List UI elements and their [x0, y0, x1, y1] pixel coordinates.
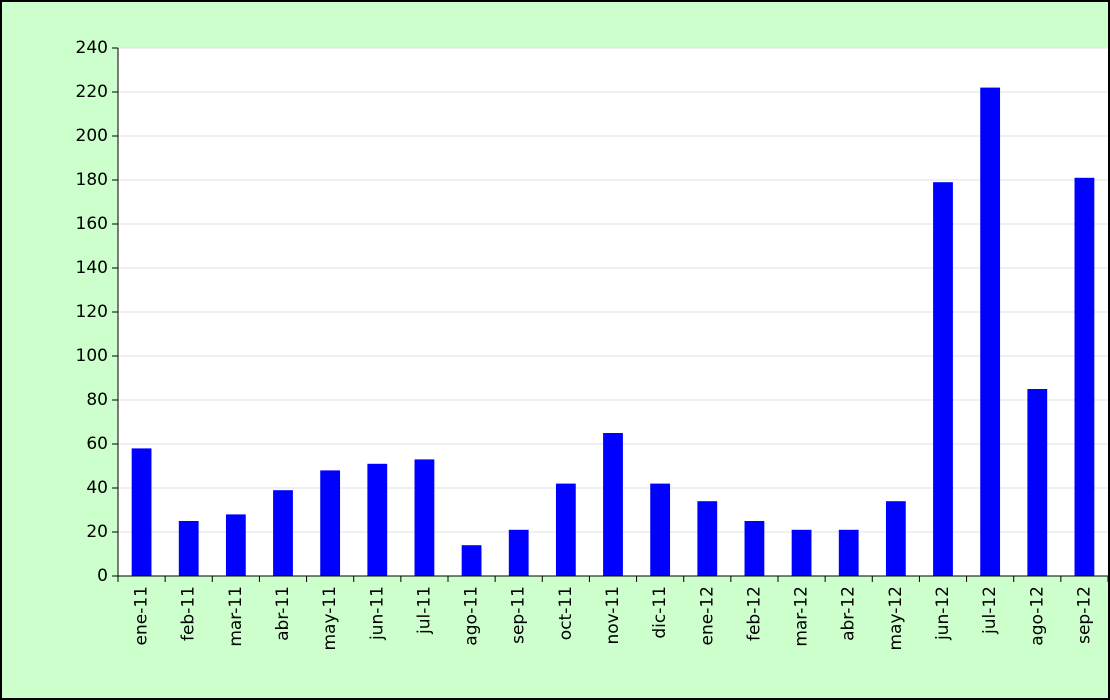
- bar: [414, 459, 435, 576]
- x-tick-label: jun-11: [367, 586, 387, 641]
- y-tick-label: 100: [76, 346, 108, 366]
- x-tick-label: sep-11: [509, 586, 529, 644]
- x-tick-label: abr-12: [839, 586, 859, 641]
- y-tick-label: 200: [76, 126, 108, 146]
- x-tick-label: may-11: [320, 586, 340, 651]
- bar: [603, 433, 623, 576]
- x-tick-label: jul-12: [980, 586, 1000, 635]
- bar: [838, 529, 859, 576]
- y-tick-label: 0: [97, 566, 108, 586]
- x-tick-label: feb-11: [179, 586, 199, 641]
- x-tick-label: feb-12: [744, 586, 764, 641]
- x-tick-label: nov-11: [603, 586, 623, 645]
- y-tick-label: 120: [76, 302, 108, 322]
- x-tick-label: jul-11: [414, 586, 434, 635]
- bar: [178, 521, 199, 576]
- bar: [273, 490, 293, 576]
- x-tick-label: ago-12: [1027, 586, 1047, 646]
- y-tick-label: 20: [86, 522, 108, 542]
- x-tick-label: dic-11: [650, 586, 670, 639]
- x-tick-label: oct-11: [556, 586, 576, 640]
- y-tick-label: 240: [76, 38, 108, 58]
- y-tick-label: 80: [86, 390, 108, 410]
- y-tick-label: 40: [86, 478, 108, 498]
- bar: [1074, 177, 1095, 577]
- bar: [320, 470, 341, 576]
- bar: [933, 182, 953, 576]
- y-tick-label: 160: [76, 214, 108, 234]
- x-tick-label: may-12: [886, 586, 906, 651]
- bar: [885, 501, 906, 576]
- bar: [744, 521, 765, 576]
- x-tick-label: ene-12: [697, 586, 717, 645]
- x-tick-label: sep-12: [1074, 586, 1094, 644]
- y-tick-label: 140: [76, 258, 108, 278]
- x-tick-label: mar-11: [226, 586, 246, 647]
- bar: [555, 483, 576, 576]
- x-tick-label: abr-11: [273, 586, 293, 641]
- bar: [650, 483, 671, 576]
- x-tick-label: ene-11: [132, 586, 152, 645]
- bar: [980, 87, 1001, 576]
- bar: [791, 529, 812, 576]
- bar: [508, 529, 529, 576]
- bar: [461, 545, 482, 576]
- y-tick-label: 180: [76, 170, 108, 190]
- x-tick-label: jun-12: [933, 586, 953, 641]
- x-tick-label: mar-12: [792, 586, 812, 647]
- bar: [367, 463, 388, 576]
- bar: [225, 514, 246, 576]
- y-tick-label: 220: [76, 82, 108, 102]
- bar: [131, 448, 152, 576]
- y-tick-label: 60: [86, 434, 108, 454]
- bar: [697, 501, 718, 576]
- bar: [1027, 389, 1048, 576]
- x-tick-label: ago-11: [462, 586, 482, 646]
